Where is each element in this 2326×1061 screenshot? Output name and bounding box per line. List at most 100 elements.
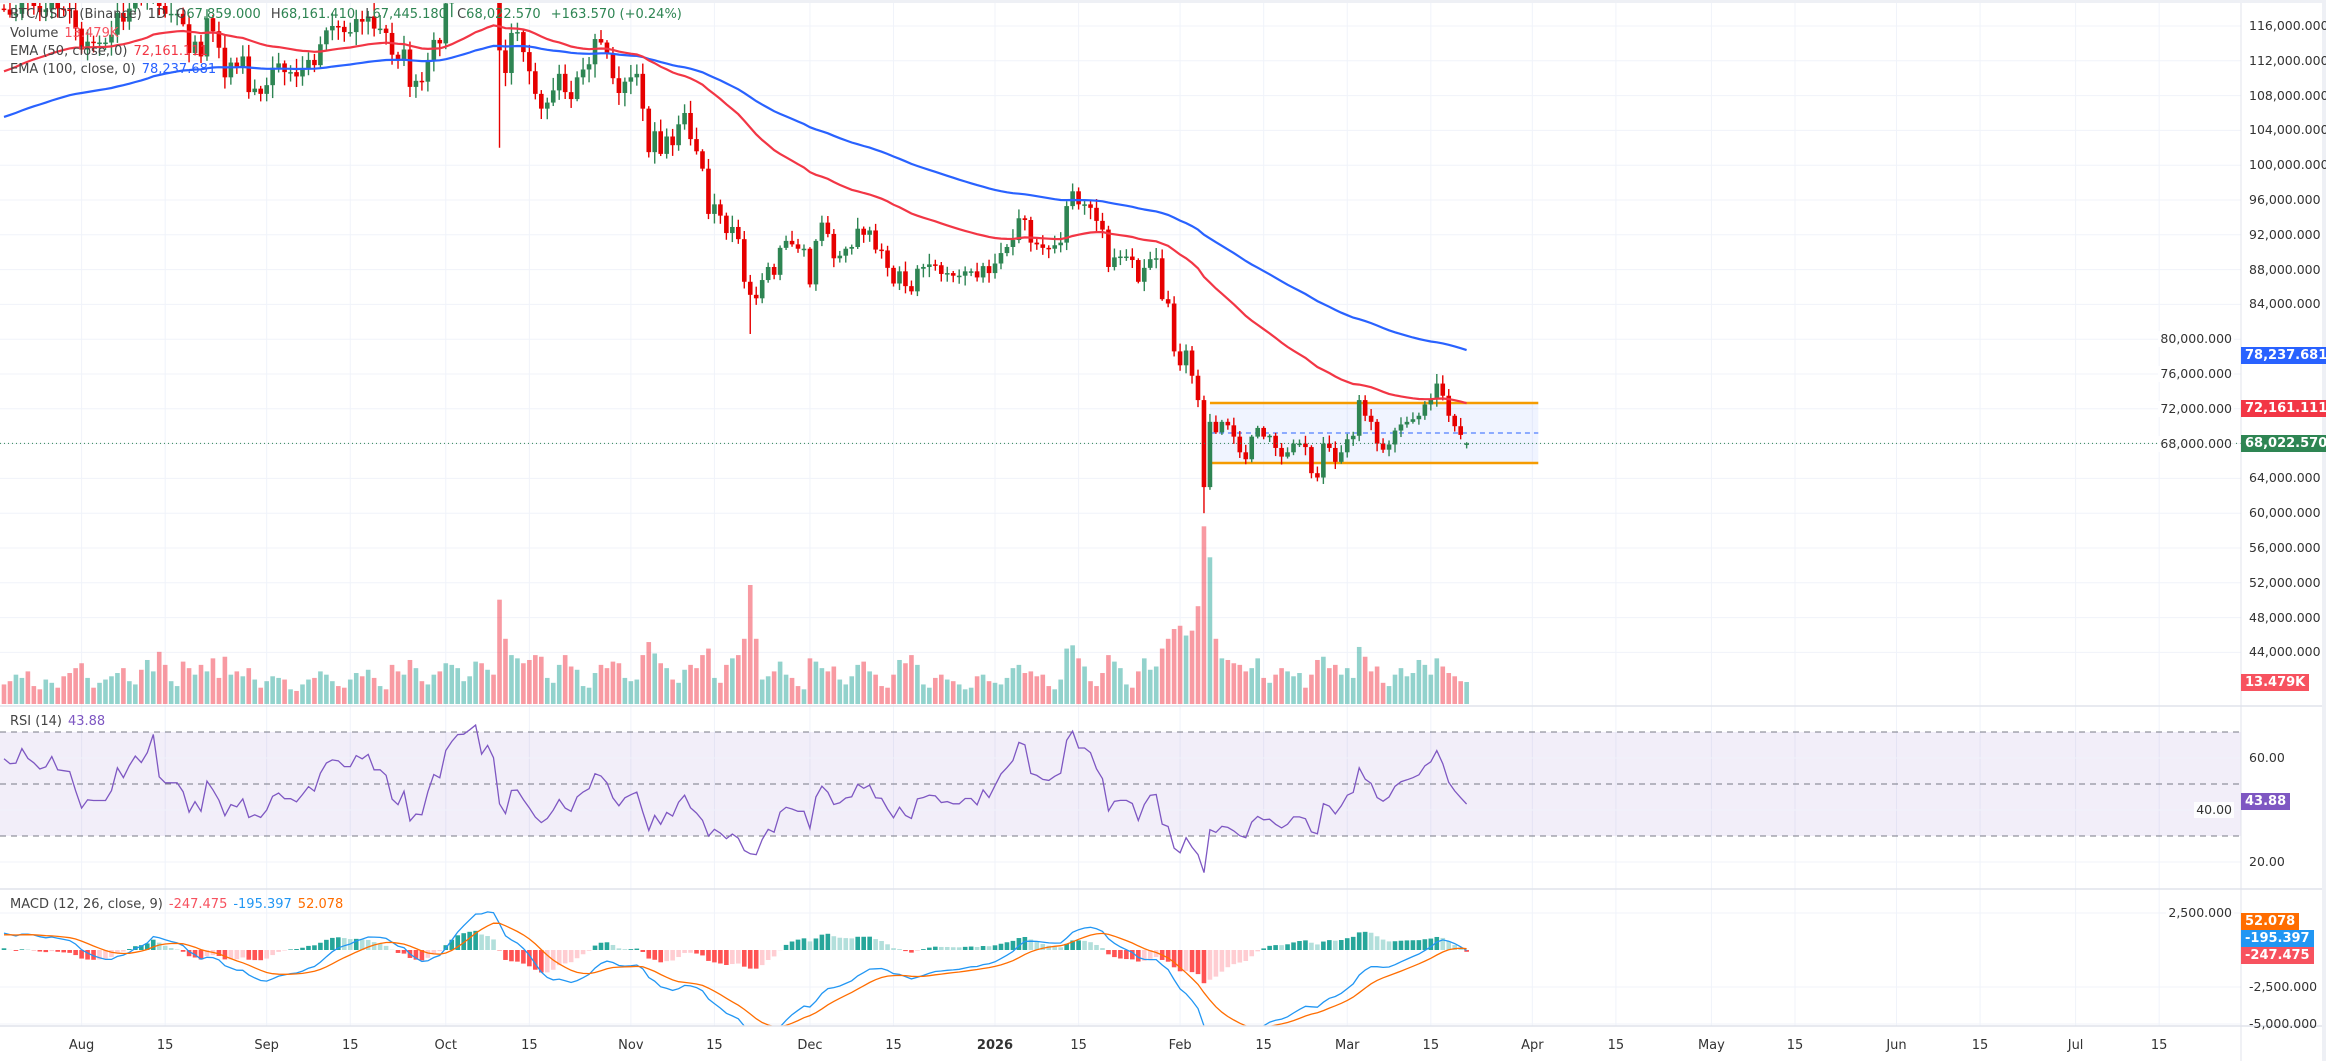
volume-badge: 13.479K <box>2241 674 2310 691</box>
ema50-value: 72,161.111 <box>133 44 208 59</box>
candle-body <box>1153 258 1159 260</box>
candle-body <box>741 239 747 282</box>
macd-histogram-bar <box>986 946 992 950</box>
macd-histogram-bar <box>1243 950 1249 961</box>
volume-bar <box>1136 671 1141 704</box>
candle-body <box>527 52 532 72</box>
candle-body <box>1213 421 1219 433</box>
candle-body <box>204 18 210 57</box>
volume-bar <box>437 671 443 704</box>
macd-histogram-bar <box>795 939 801 950</box>
candle-body <box>395 54 401 61</box>
macd-histogram-bar <box>336 937 341 950</box>
macd-histogram-bar <box>783 944 789 950</box>
candle-body <box>634 73 640 78</box>
volume-bar <box>306 679 311 704</box>
macd-histogram-bar <box>19 949 25 950</box>
macd-histogram-bar <box>634 948 640 950</box>
candle <box>688 100 693 146</box>
candle-body <box>1410 419 1416 422</box>
candle-body <box>1458 426 1463 435</box>
volume-bar <box>586 687 592 704</box>
macd-histogram-bar <box>968 946 974 950</box>
macd-histogram-bar <box>216 950 222 956</box>
macd-histogram-bar <box>1333 940 1338 950</box>
macd-histogram-bar <box>909 950 914 953</box>
candle <box>831 229 837 268</box>
price-tick-label: 80,000.000 <box>2158 331 2234 348</box>
candle-body <box>1106 229 1111 267</box>
macd-histogram-bar <box>879 940 884 950</box>
rsi-tick-label: 40.00 <box>2194 802 2234 818</box>
macd-legend[interactable]: MACD (12, 26, close, 9) -247.475 -195.397 5… <box>10 896 349 913</box>
ema100-value: 78,237.681 <box>141 62 217 77</box>
volume-bar <box>1255 658 1260 704</box>
time-tick-label: Mar <box>1334 1038 1360 1053</box>
macd-histogram-bar <box>222 950 228 960</box>
candle <box>121 0 126 31</box>
rsi-legend[interactable]: RSI (14) 43.88 <box>10 713 111 730</box>
macd-histogram-bar <box>1130 950 1135 960</box>
ema50-legend[interactable]: EMA (50, close, 0) 72,161.111 <box>10 43 214 60</box>
candle <box>1338 445 1344 464</box>
ema100-legend[interactable]: EMA (100, close, 0) 78,237.681 <box>10 61 222 78</box>
price-tick-label: 64,000.000 <box>2249 470 2321 486</box>
candle-body <box>1171 303 1177 352</box>
candle-body <box>198 41 204 57</box>
time-tick-label: 15 <box>1255 1038 1272 1053</box>
macd-histogram-bar <box>956 947 962 950</box>
candle <box>353 9 359 46</box>
candle <box>306 52 311 76</box>
candle-body <box>497 0 502 51</box>
macd-line <box>3 911 1467 1026</box>
volume-legend[interactable]: Volume 13.479K <box>10 25 124 42</box>
candle <box>1249 434 1255 463</box>
macd-histogram-bar <box>1410 940 1416 950</box>
macd-histogram-bar <box>1338 940 1344 950</box>
macd-histogram-bar <box>724 950 729 965</box>
candle-body <box>700 151 705 169</box>
candle-body <box>1446 395 1452 416</box>
volume-bar <box>389 664 395 704</box>
macd-histogram-bar <box>694 950 699 954</box>
macd-histogram-bar <box>1189 950 1195 973</box>
candle-body <box>1344 439 1350 453</box>
candle-body <box>861 228 866 235</box>
candle-body <box>419 80 425 83</box>
volume-bar <box>747 585 753 704</box>
candle-body <box>1321 443 1326 478</box>
volume-bar <box>150 671 156 704</box>
volume-bar <box>527 659 532 704</box>
volume-bar <box>598 664 604 704</box>
volume-bar <box>1303 687 1308 704</box>
macd-histogram-bar <box>139 945 144 950</box>
macd-histogram-bar <box>1315 944 1320 950</box>
candle-body <box>1034 242 1040 245</box>
candle-body <box>968 271 974 273</box>
macd-value: -247.475 <box>168 897 228 912</box>
candle-body <box>694 139 699 152</box>
last-price-badge: 68,022.570 <box>2241 435 2326 452</box>
candle <box>1285 447 1290 459</box>
volume-bar <box>879 686 884 704</box>
macd-histogram-bar <box>855 936 861 950</box>
candle-body <box>1416 415 1422 420</box>
candle-body <box>1428 399 1434 405</box>
macd-histogram-bar <box>730 950 735 965</box>
candle-body <box>831 233 837 259</box>
candle <box>777 245 783 281</box>
symbol-name[interactable]: BTC/USDT (Binance) <box>10 7 142 22</box>
macd-histogram-bar <box>1237 950 1243 963</box>
candle-body <box>933 264 938 266</box>
macd-histogram-bar <box>150 939 156 950</box>
candle-body <box>67 9 72 11</box>
candle <box>270 56 275 99</box>
candle-body <box>1112 257 1117 267</box>
ema-lines <box>0 24 2241 444</box>
candle <box>180 7 186 27</box>
candle-body <box>1064 206 1069 243</box>
volume-bar <box>986 681 992 704</box>
main-legend[interactable]: BTC/USDT (Binance) 1D O67,859.000 H68,161… <box>10 6 688 23</box>
